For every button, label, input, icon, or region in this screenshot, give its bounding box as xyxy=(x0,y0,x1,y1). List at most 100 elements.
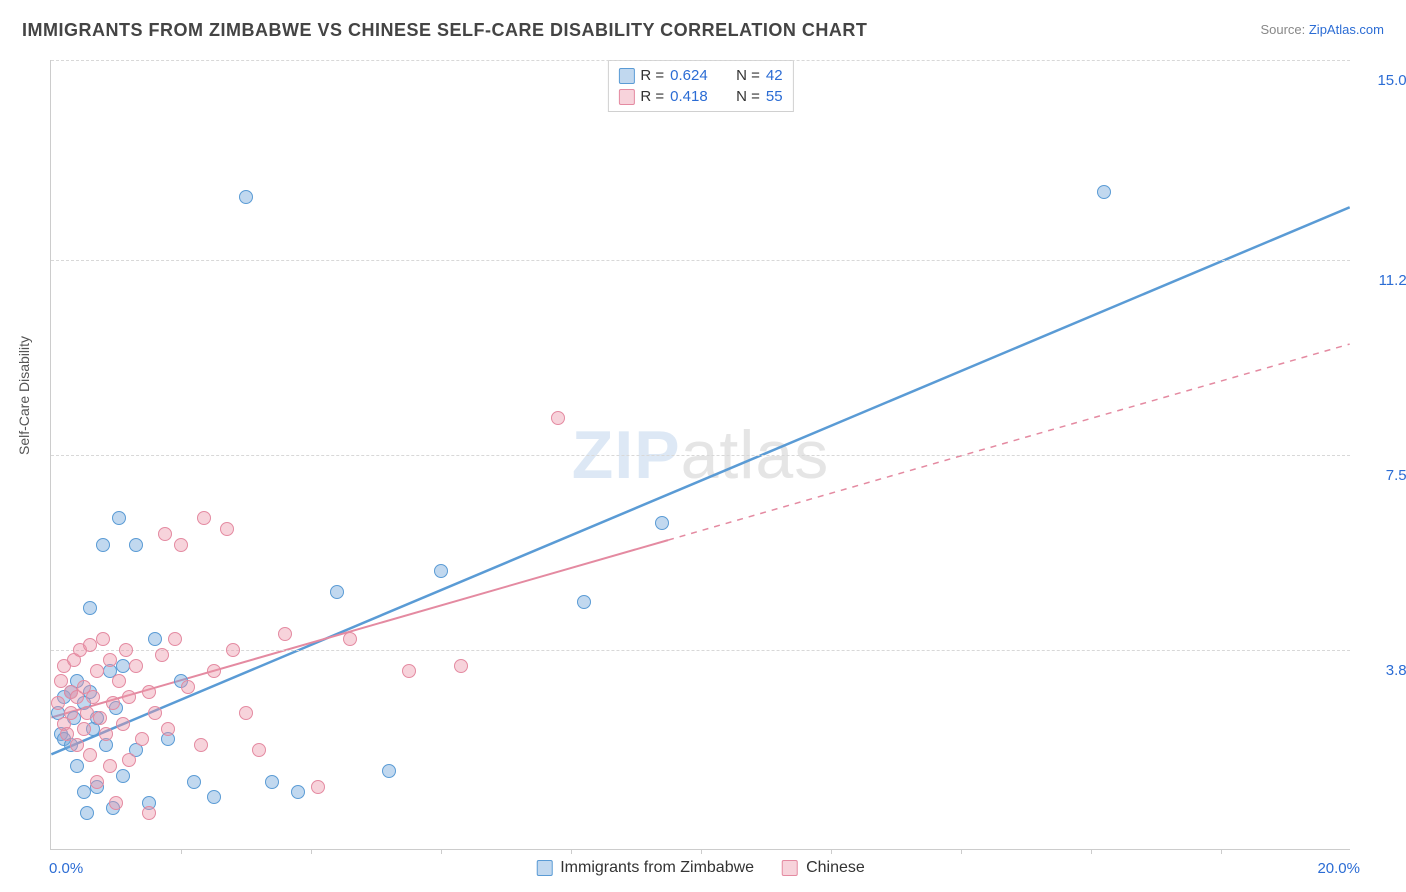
y-axis-label: Self-Care Disability xyxy=(16,336,32,455)
x-axis-origin-tick: 0.0% xyxy=(49,860,83,877)
legend-series-item: Chinese xyxy=(782,859,865,877)
legend-r-label: R = xyxy=(640,67,664,84)
scatter-point-chinese xyxy=(402,664,416,678)
scatter-point-zimbabwe xyxy=(148,632,162,646)
gridline-h xyxy=(51,60,1350,61)
scatter-point-chinese xyxy=(239,706,253,720)
scatter-point-zimbabwe xyxy=(434,564,448,578)
x-tick-mark xyxy=(1221,849,1222,854)
scatter-point-zimbabwe xyxy=(77,785,91,799)
scatter-point-chinese xyxy=(142,806,156,820)
source-link[interactable]: ZipAtlas.com xyxy=(1309,22,1384,37)
legend-correlation-row: R = 0.418 N = 55 xyxy=(618,86,782,107)
y-tick-label: 11.2% xyxy=(1360,272,1406,289)
scatter-point-chinese xyxy=(207,664,221,678)
trendline-chinese-dashed xyxy=(668,344,1350,540)
scatter-point-chinese xyxy=(122,690,136,704)
scatter-point-zimbabwe xyxy=(116,659,130,673)
scatter-point-zimbabwe xyxy=(187,775,201,789)
scatter-point-zimbabwe xyxy=(655,516,669,530)
scatter-point-chinese xyxy=(93,711,107,725)
scatter-point-chinese xyxy=(96,632,110,646)
scatter-point-chinese xyxy=(278,627,292,641)
scatter-point-chinese xyxy=(220,522,234,536)
x-tick-mark xyxy=(1091,849,1092,854)
scatter-point-chinese xyxy=(168,632,182,646)
scatter-point-chinese xyxy=(135,732,149,746)
scatter-point-zimbabwe xyxy=(382,764,396,778)
scatter-point-chinese xyxy=(226,643,240,657)
scatter-point-chinese xyxy=(83,638,97,652)
scatter-point-zimbabwe xyxy=(239,190,253,204)
scatter-point-chinese xyxy=(161,722,175,736)
legend-n-value: 42 xyxy=(766,67,783,84)
x-tick-mark xyxy=(181,849,182,854)
gridline-h xyxy=(51,260,1350,261)
x-tick-mark xyxy=(831,849,832,854)
scatter-point-chinese xyxy=(252,743,266,757)
scatter-point-chinese xyxy=(122,753,136,767)
scatter-point-chinese xyxy=(343,632,357,646)
scatter-point-chinese xyxy=(551,411,565,425)
scatter-point-zimbabwe xyxy=(70,759,84,773)
scatter-point-chinese xyxy=(158,527,172,541)
correlation-legend: R = 0.624 N = 42 R = 0.418 N = 55 xyxy=(607,60,793,112)
gridline-h xyxy=(51,650,1350,651)
scatter-point-chinese xyxy=(311,780,325,794)
source-prefix: Source: xyxy=(1260,22,1308,37)
scatter-point-chinese xyxy=(70,738,84,752)
legend-r-label: R = xyxy=(640,88,664,105)
scatter-point-chinese xyxy=(90,775,104,789)
scatter-point-chinese xyxy=(142,685,156,699)
legend-n-label: N = xyxy=(736,67,760,84)
trendline-zimbabwe xyxy=(51,207,1349,754)
scatter-point-zimbabwe xyxy=(112,511,126,525)
series-legend: Immigrants from Zimbabwe Chinese xyxy=(536,859,865,877)
legend-swatch xyxy=(782,860,798,876)
x-axis-max-tick: 20.0% xyxy=(1317,860,1360,877)
x-tick-mark xyxy=(311,849,312,854)
x-tick-mark xyxy=(701,849,702,854)
scatter-point-chinese xyxy=(64,706,78,720)
legend-series-item: Immigrants from Zimbabwe xyxy=(536,859,754,877)
legend-swatch xyxy=(618,89,634,105)
legend-swatch xyxy=(618,68,634,84)
scatter-point-chinese xyxy=(80,706,94,720)
legend-n-label: N = xyxy=(736,88,760,105)
scatter-point-zimbabwe xyxy=(265,775,279,789)
legend-swatch xyxy=(536,860,552,876)
scatter-point-zimbabwe xyxy=(83,601,97,615)
scatter-point-zimbabwe xyxy=(116,769,130,783)
scatter-point-zimbabwe xyxy=(1097,185,1111,199)
legend-correlation-row: R = 0.624 N = 42 xyxy=(618,65,782,86)
scatter-point-zimbabwe xyxy=(80,806,94,820)
scatter-point-chinese xyxy=(99,727,113,741)
legend-r-value: 0.418 xyxy=(670,88,720,105)
scatter-point-chinese xyxy=(83,748,97,762)
legend-n-value: 55 xyxy=(766,88,783,105)
y-tick-label: 7.5% xyxy=(1360,467,1406,484)
scatter-point-chinese xyxy=(119,643,133,657)
y-tick-label: 3.8% xyxy=(1360,662,1406,679)
scatter-point-chinese xyxy=(109,796,123,810)
scatter-point-zimbabwe xyxy=(129,538,143,552)
scatter-point-chinese xyxy=(155,648,169,662)
gridline-h xyxy=(51,455,1350,456)
source-attribution: Source: ZipAtlas.com xyxy=(1260,22,1384,37)
scatter-point-chinese xyxy=(116,717,130,731)
scatter-point-zimbabwe xyxy=(207,790,221,804)
y-tick-label: 15.0% xyxy=(1360,72,1406,89)
chart-title: IMMIGRANTS FROM ZIMBABWE VS CHINESE SELF… xyxy=(22,20,867,41)
scatter-point-zimbabwe xyxy=(96,538,110,552)
legend-r-value: 0.624 xyxy=(670,67,720,84)
scatter-point-chinese xyxy=(106,696,120,710)
scatter-point-chinese xyxy=(86,690,100,704)
scatter-point-zimbabwe xyxy=(577,595,591,609)
scatter-point-chinese xyxy=(197,511,211,525)
scatter-point-chinese xyxy=(112,674,126,688)
scatter-point-chinese xyxy=(129,659,143,673)
scatter-point-chinese xyxy=(148,706,162,720)
scatter-point-chinese xyxy=(174,538,188,552)
scatter-point-zimbabwe xyxy=(291,785,305,799)
scatter-point-chinese xyxy=(194,738,208,752)
